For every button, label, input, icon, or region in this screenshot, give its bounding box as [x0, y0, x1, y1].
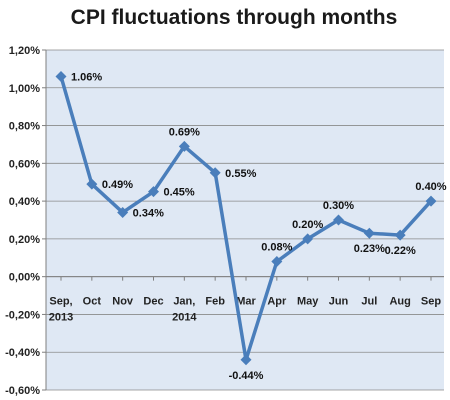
- y-tick-label: 0,00%: [9, 272, 40, 284]
- data-label: 0.22%: [385, 245, 416, 257]
- x-tick-label: Mar: [236, 296, 256, 308]
- plot-area: [46, 50, 444, 390]
- x-tick-label: Oct: [83, 296, 102, 308]
- y-axis-tick-labels: -0,60% -0,40% -0,20% 0,00% 0,20% 0,40% 0,60% 0,…: [5, 45, 40, 397]
- x-tick-label: Jun: [329, 296, 349, 308]
- y-tick-label: 0,60%: [9, 158, 40, 170]
- data-point-marker: [55, 70, 67, 82]
- data-point-marker: [240, 354, 252, 366]
- chart-title: CPI fluctuations through months: [71, 6, 398, 29]
- data-point-marker: [271, 256, 283, 268]
- y-tick-label: -0,40%: [5, 347, 40, 359]
- data-label: 0.49%: [102, 179, 133, 191]
- data-point-marker: [178, 140, 190, 152]
- data-label: 0.69%: [169, 126, 200, 138]
- x-tick-label: Aug: [389, 296, 410, 308]
- x-tick-label: Jul: [361, 296, 377, 308]
- data-point-marker: [394, 229, 406, 241]
- data-labels: 1.06% 0.49% 0.34%0.45% 0.69% 0.55% -0.44% 0.08…: [71, 71, 447, 381]
- axes: [45, 50, 444, 390]
- data-label: 0.20%: [292, 219, 323, 231]
- data-point-marker: [117, 206, 129, 218]
- data-point-marker: [86, 178, 98, 190]
- x-tick-label: 2014: [172, 312, 197, 324]
- data-label: 0.45%: [164, 187, 195, 199]
- data-point-marker: [148, 186, 159, 198]
- x-axis-tick-labels: Sep, 2013 Oct Nov Dec Jan, 2014 Feb Mar Apr May Jun…: [49, 296, 442, 324]
- x-tick-label: 2013: [49, 312, 73, 324]
- y-tick-label: 0,80%: [9, 121, 40, 133]
- x-tick-label: Sep: [421, 296, 441, 308]
- x-tick-label: Nov: [112, 296, 134, 308]
- y-tick-label: -0,60%: [5, 385, 40, 397]
- data-point-marker: [425, 195, 437, 207]
- y-tick-label: -0,20%: [5, 309, 40, 321]
- data-label: 0.30%: [323, 200, 354, 212]
- x-tick-label: Jan,: [173, 296, 195, 308]
- data-label: 0.23%: [354, 243, 385, 255]
- data-point-marker: [209, 167, 221, 179]
- data-point-markers: [55, 70, 437, 366]
- y-tick-label: 1,00%: [9, 83, 40, 95]
- data-label: 0.55%: [225, 168, 256, 180]
- x-tick-label: May: [297, 296, 319, 308]
- y-tick-label: 0,40%: [9, 196, 40, 208]
- y-tick-label: 1,20%: [9, 45, 40, 57]
- x-tick-label: Dec: [143, 296, 163, 308]
- data-point-marker: [333, 214, 344, 226]
- data-point-marker: [302, 233, 314, 245]
- data-label: 0.34%: [133, 207, 164, 219]
- x-tick-label: Feb: [205, 296, 225, 308]
- data-label: 1.06%: [71, 71, 102, 83]
- data-point-marker: [363, 227, 375, 239]
- x-tick-label: Sep,: [49, 296, 72, 308]
- data-label: 0.08%: [261, 242, 292, 254]
- data-label: -0.44%: [229, 370, 264, 382]
- x-tick-label: Apr: [267, 296, 287, 308]
- data-label: 0.40%: [415, 181, 446, 193]
- y-tick-label: 0,20%: [9, 234, 40, 246]
